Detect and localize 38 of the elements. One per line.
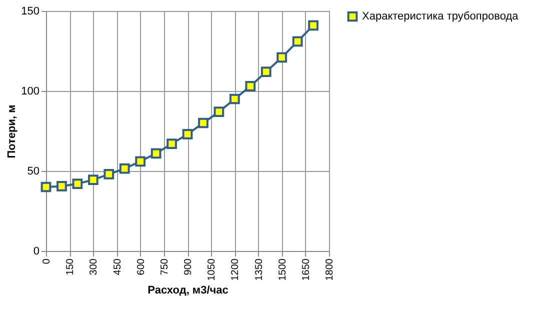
point <box>72 178 83 189</box>
x-tick-label: 900 <box>183 258 194 276</box>
point <box>150 148 162 159</box>
x-tick-label: 0 <box>42 258 52 264</box>
x-tick-label: 300 <box>88 258 100 276</box>
point <box>40 182 52 192</box>
point <box>245 81 256 92</box>
point <box>119 163 130 174</box>
point <box>214 106 224 117</box>
point <box>135 156 146 167</box>
x-tick-label: 450 <box>112 258 124 276</box>
x-tick-label: 750 <box>159 258 170 276</box>
point <box>88 174 98 185</box>
point <box>56 181 67 192</box>
x-tick-label: 600 <box>136 258 147 276</box>
y-tick-label: 0 <box>33 246 40 258</box>
point <box>166 138 177 149</box>
point <box>104 169 114 180</box>
y-tick-label: 150 <box>21 6 40 18</box>
x-tick-label: 1050 <box>206 258 218 281</box>
x-tick-label: 150 <box>65 258 76 276</box>
legend-label: Характеристика трубопровода <box>362 10 520 22</box>
y-tick-label: 50 <box>27 166 40 178</box>
point <box>182 129 193 140</box>
x-axis-title: Расход, м3/час <box>148 284 228 297</box>
point <box>229 94 240 104</box>
point <box>198 118 208 128</box>
point <box>260 66 272 77</box>
x-tick-label: 1350 <box>254 258 265 281</box>
point <box>276 52 288 63</box>
x-tick-label: 1650 <box>300 258 312 281</box>
point <box>308 20 318 31</box>
x-tick-label: 1200 <box>230 258 242 281</box>
point <box>292 36 303 47</box>
x-tick-label: 1500 <box>277 258 288 281</box>
x-tick-label: 1800 <box>324 258 336 281</box>
y-axis-title: Потери, м <box>6 104 18 158</box>
y-tick-label: 100 <box>21 86 40 98</box>
